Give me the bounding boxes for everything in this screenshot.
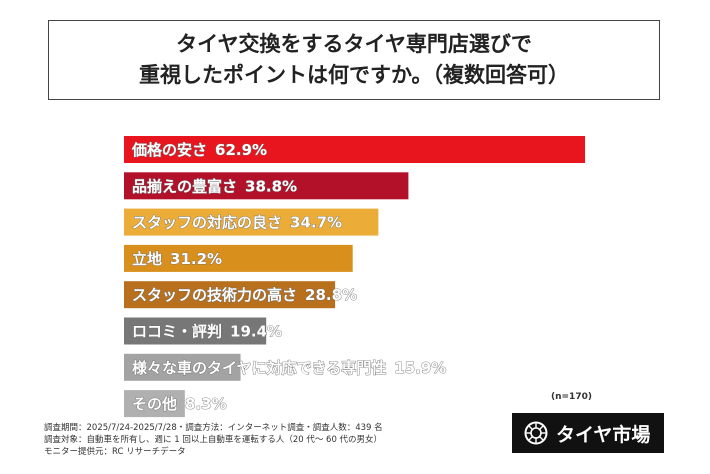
bar-1 xyxy=(124,136,586,163)
logo-text: タイヤ市場 xyxy=(556,423,651,446)
category-label-3: スタッフの対応の良さ xyxy=(132,214,282,232)
bar-7 xyxy=(124,353,241,381)
bar-label-1: 価格の安さ 62.9% xyxy=(131,141,267,159)
category-label-6: ロコミ・評判 xyxy=(132,323,222,341)
bar-label-8: その他 8.3% xyxy=(132,395,227,413)
value-label-5: 28.8% xyxy=(305,286,357,304)
bar-label-6: ロコミ・評判 19.4% xyxy=(132,323,282,341)
category-label-5: スタッフの技術力の高さ xyxy=(132,286,297,304)
footnote-survey-target: 調査対象：自動車を所有し、週に 1 回以上自動車を運転する人（20 代～ 60 … xyxy=(44,435,383,445)
chart-title-box: タイヤ交換をするタイヤ専門店選びで 重視したポイントは何ですか。（複数回答可） xyxy=(48,20,660,100)
bar-6 xyxy=(124,317,267,345)
category-label-4: 立地 xyxy=(132,250,162,268)
chart-title-line-2: 重視したポイントは何ですか。（複数回答可） xyxy=(138,63,570,87)
footnote-monitor-provider: モニター提供元：RC リサーチデータ xyxy=(44,447,186,457)
bar-label-5: スタッフの技術力の高さ 28.8% xyxy=(132,286,357,304)
bar-2 xyxy=(124,172,409,200)
footnotes: 調査期間：2025/7/24-2025/7/28・調査方法：インターネット調査・… xyxy=(44,422,383,458)
category-label-2: 品揃えの豊富さ xyxy=(132,177,237,195)
chart-title-line-1: タイヤ交換をするタイヤ専門店選びで xyxy=(176,32,532,56)
footnote-survey-period: 調査期間：2025/7/24-2025/7/28・調査方法：インターネット調査・… xyxy=(44,423,383,433)
bar-label-3: スタッフの対応の良さ 34.7% xyxy=(132,214,342,232)
bar-label-2: 品揃えの豊富さ 38.8% xyxy=(132,177,297,195)
value-label-1: 62.9% xyxy=(215,141,267,159)
value-label-6: 19.4% xyxy=(230,323,282,341)
value-label-3: 34.7% xyxy=(290,214,342,232)
brand-logo: タイヤ市場 xyxy=(512,413,664,453)
category-label-7: 様々な車のタイヤに対応できる専門性 xyxy=(132,359,386,377)
value-label-7: 15.9% xyxy=(394,359,446,377)
bar-3 xyxy=(124,208,379,236)
bar-label-4: 立地 31.2% xyxy=(132,250,222,268)
value-label-4: 31.2% xyxy=(170,250,222,268)
value-label-8: 8.3% xyxy=(185,395,227,413)
sample-size-label: (n=170) xyxy=(551,392,592,402)
tire-icon xyxy=(524,421,548,445)
bar-8 xyxy=(124,390,185,418)
category-label-8: その他 xyxy=(132,395,177,413)
bar-4 xyxy=(124,244,353,272)
value-label-2: 38.8% xyxy=(245,177,297,195)
bar-5 xyxy=(124,281,336,309)
category-label-1: 価格の安さ xyxy=(131,141,207,159)
bar-label-7: 様々な車のタイヤに対応できる専門性 15.9% xyxy=(132,359,446,377)
